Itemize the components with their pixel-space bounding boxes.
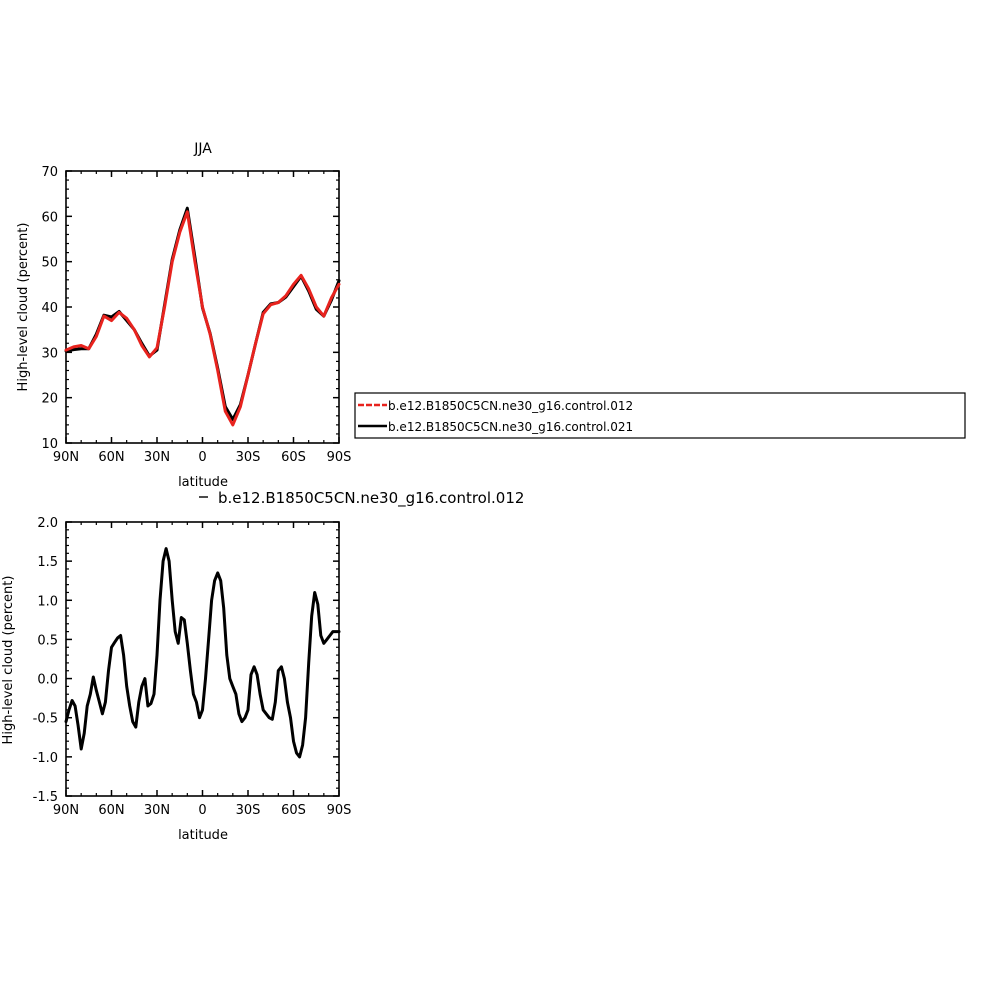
bottom-y-axis-label: High-level cloud (percent) <box>1 576 16 745</box>
bottom-series-group <box>64 547 341 759</box>
top-x-tick-label: 60S <box>281 450 306 465</box>
bottom-y-tick-label: 1.5 <box>37 555 58 570</box>
top-y-tick-label: 20 <box>41 392 58 407</box>
top-panel: JJA 10 20 30 40 50 60 70 90N 60N 30N 0 30S 60S 90S l… <box>16 141 351 490</box>
bottom-y-tick-label: 2.0 <box>37 516 58 531</box>
top-y-tick-label: 40 <box>41 301 58 316</box>
legend: b.e12.B1850C5CN.ne30_g16.control.012 b.e… <box>354 392 966 439</box>
bottom-y-tick-label: -1.0 <box>33 751 58 766</box>
top-x-axis: 90N 60N 30N 0 30S 60S 90S <box>53 171 352 465</box>
bottom-x-axis: 90N 60N 30N 0 30S 60S 90S <box>53 522 352 818</box>
bottom-y-tick-label: -0.5 <box>33 712 58 727</box>
bottom-x-tick-label: 30N <box>144 803 170 818</box>
bottom-x-tick-label: 30S <box>236 803 261 818</box>
bottom-x-tick-label: 60N <box>98 803 124 818</box>
bottom-y-tick-label: 0.5 <box>37 633 58 648</box>
top-series-group <box>64 206 341 427</box>
top-series-line-1 <box>64 210 341 427</box>
top-y-tick-label: 70 <box>41 165 58 180</box>
top-x-axis-label: latitude <box>178 475 228 490</box>
bottom-y-tick-label: -1.5 <box>33 790 58 805</box>
bottom-panel: b.e12.B1850C5CN.ne30_g16.control.012 -1.… <box>1 489 524 843</box>
bottom-series-line-1 <box>64 547 341 759</box>
top-series-line-2 <box>64 206 341 421</box>
bottom-chart-title: b.e12.B1850C5CN.ne30_g16.control.012 <box>218 489 524 508</box>
bottom-x-axis-label: latitude <box>178 828 228 843</box>
bottom-x-tick-label: 90S <box>327 803 352 818</box>
top-x-tick-label: 30S <box>236 450 261 465</box>
bottom-x-tick-label: 0 <box>198 803 206 818</box>
top-x-tick-label: 90N <box>53 450 79 465</box>
bottom-y-axis: -1.5 -1.0 -0.5 0.0 0.5 1.0 1.5 2.0 <box>33 516 339 805</box>
legend-entry-1: b.e12.B1850C5CN.ne30_g16.control.012 <box>388 399 633 413</box>
top-x-tick-label: 90S <box>327 450 352 465</box>
top-y-axis-label: High-level cloud (percent) <box>16 223 31 392</box>
top-y-tick-label: 50 <box>41 256 58 271</box>
bottom-y-tick-label: 0.0 <box>37 673 58 688</box>
top-x-tick-label: 60N <box>98 450 124 465</box>
top-chart-title: JJA <box>193 141 212 157</box>
legend-box <box>354 392 966 439</box>
bottom-x-tick-label: 60S <box>281 803 306 818</box>
top-y-axis: 10 20 30 40 50 60 70 <box>41 165 339 452</box>
legend-entry-2: b.e12.B1850C5CN.ne30_g16.control.021 <box>388 420 633 434</box>
bottom-x-tick-label: 90N <box>53 803 79 818</box>
top-x-tick-label: 30N <box>144 450 170 465</box>
top-y-tick-label: 60 <box>41 210 58 225</box>
top-x-tick-label: 0 <box>198 450 206 465</box>
top-y-tick-label: 10 <box>41 437 58 452</box>
top-y-tick-label: 30 <box>41 346 58 361</box>
bottom-y-tick-label: 1.0 <box>37 594 58 609</box>
